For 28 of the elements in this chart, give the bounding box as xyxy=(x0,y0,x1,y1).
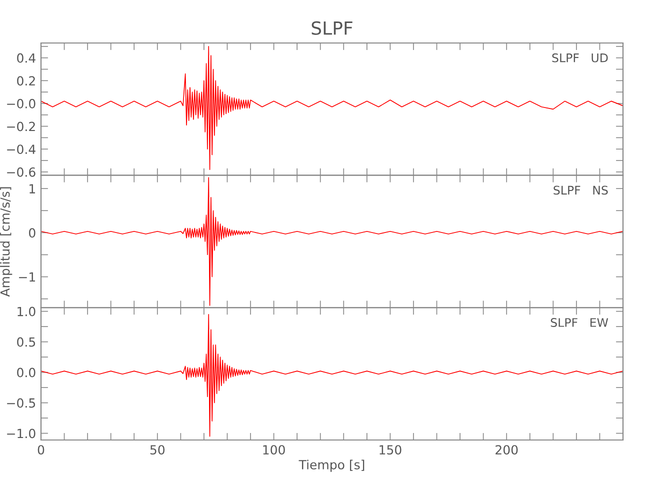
x-tick-label: 50 xyxy=(150,445,165,455)
y-tick-label: 0.0 xyxy=(17,368,36,378)
line-series xyxy=(41,46,623,170)
y-tick-label: −0.0 xyxy=(7,98,36,108)
x-axis-title: Tiempo [s] xyxy=(298,460,364,472)
x-tick-label: 0 xyxy=(38,445,44,455)
y-tick-label: 0.2 xyxy=(17,76,35,86)
y-tick-label: −0.2 xyxy=(7,122,35,132)
annotation: SLPF EW xyxy=(550,318,608,327)
y-axis-title: Amplitud [cm/s/s] xyxy=(0,187,12,297)
line-series xyxy=(41,177,623,306)
y-tick-label: 1 xyxy=(30,184,35,194)
line-series xyxy=(41,314,623,437)
x-tick-label: 100 xyxy=(263,445,285,455)
annotation: SLPF NS xyxy=(554,186,608,195)
x-tick-label: 150 xyxy=(380,445,402,455)
y-tick-label: −0.5 xyxy=(7,398,36,408)
y-tick-label: −0.6 xyxy=(7,167,36,177)
chart-title: SLPF xyxy=(312,21,352,35)
y-tick-label: 1.0 xyxy=(18,306,36,316)
y-tick-label: 0 xyxy=(29,228,36,238)
y-tick-label: 0.5 xyxy=(17,337,36,347)
x-tick-label: 200 xyxy=(496,445,518,455)
annotation: SLPF UD xyxy=(552,53,608,62)
y-tick-label: −1 xyxy=(19,272,35,282)
y-tick-label: −1.0 xyxy=(7,428,36,438)
y-tick-label: −0.4 xyxy=(7,144,36,154)
y-tick-label: 0.4 xyxy=(17,53,36,63)
